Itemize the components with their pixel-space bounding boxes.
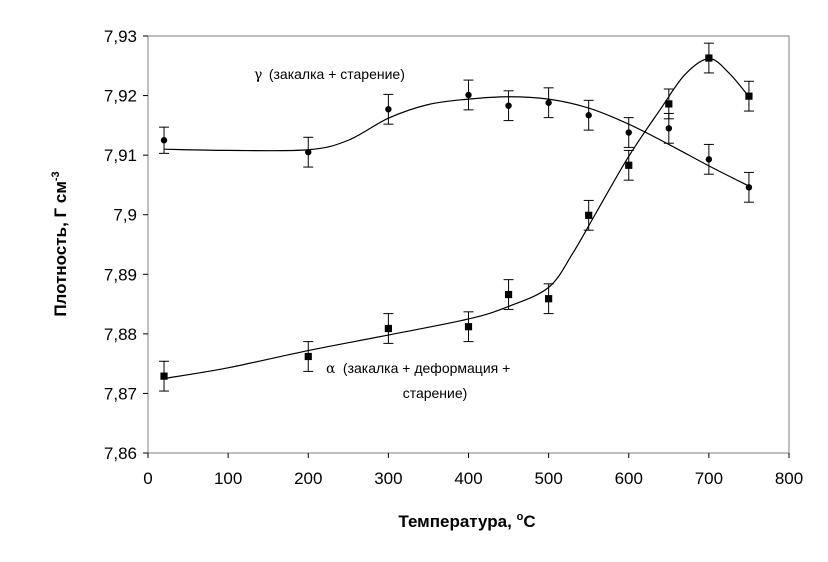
alpha-fit-curve (163, 58, 750, 380)
y-tick-label: 7,87 (104, 384, 137, 403)
x-tick-label: 200 (294, 469, 322, 488)
fit-curves (163, 58, 750, 380)
x-tick-label: 800 (775, 469, 803, 488)
axis-ticks: 0 100 200 300 400 500 600 700 800 7,86 7,87 7,88 7,8… (104, 27, 803, 488)
alpha-point (705, 54, 713, 62)
gamma-point (305, 148, 312, 156)
y-tick-label: 7,9 (113, 206, 137, 225)
alpha-annotation-line-2: старение) (403, 385, 468, 401)
y-tick-label: 7,92 (104, 87, 137, 106)
gamma-point (160, 137, 168, 144)
x-tick-label: 400 (454, 469, 482, 488)
alpha-point (464, 323, 473, 331)
alpha-point (504, 290, 513, 299)
alpha-point (585, 211, 593, 219)
x-tick-label: 100 (214, 469, 242, 488)
alpha-point (384, 324, 392, 333)
gamma-point (505, 102, 512, 109)
x-tick-label: 700 (695, 469, 723, 488)
x-tick-label: 600 (615, 469, 643, 488)
error-bars (159, 42, 754, 392)
alpha-point (665, 100, 673, 108)
data-points (160, 54, 753, 380)
gamma-point (625, 129, 632, 136)
y-tick-label: 7,93 (104, 27, 137, 46)
y-tick-label: 7,86 (104, 444, 137, 463)
alpha-point (304, 352, 312, 361)
y-tick-label: 7,89 (104, 265, 137, 284)
x-tick-label: 0 (143, 469, 152, 488)
gamma-point (545, 99, 552, 106)
y-axis-title: Плотность, Г см-3 (50, 171, 70, 316)
alpha-point (745, 92, 753, 100)
x-tick-label: 500 (534, 469, 562, 488)
x-axis-title: Температура, oC (398, 511, 535, 531)
alpha-point (625, 161, 633, 169)
alpha-point (160, 372, 168, 380)
gamma-point (585, 112, 592, 119)
y-tick-label: 7,88 (104, 325, 137, 344)
gamma-point (465, 91, 472, 99)
gamma-point (705, 156, 713, 163)
gamma-fit-curve (164, 96, 750, 187)
gamma-annotation: γ (закалка + старение) (254, 66, 405, 83)
alpha-annotation-line-1: α (закалка + деформация + (326, 360, 510, 377)
alpha-point (545, 295, 553, 303)
x-tick-label: 300 (374, 469, 402, 488)
gamma-point (745, 184, 753, 191)
gamma-point (385, 106, 392, 113)
y-tick-label: 7,91 (104, 146, 137, 165)
gamma-point (665, 125, 673, 132)
